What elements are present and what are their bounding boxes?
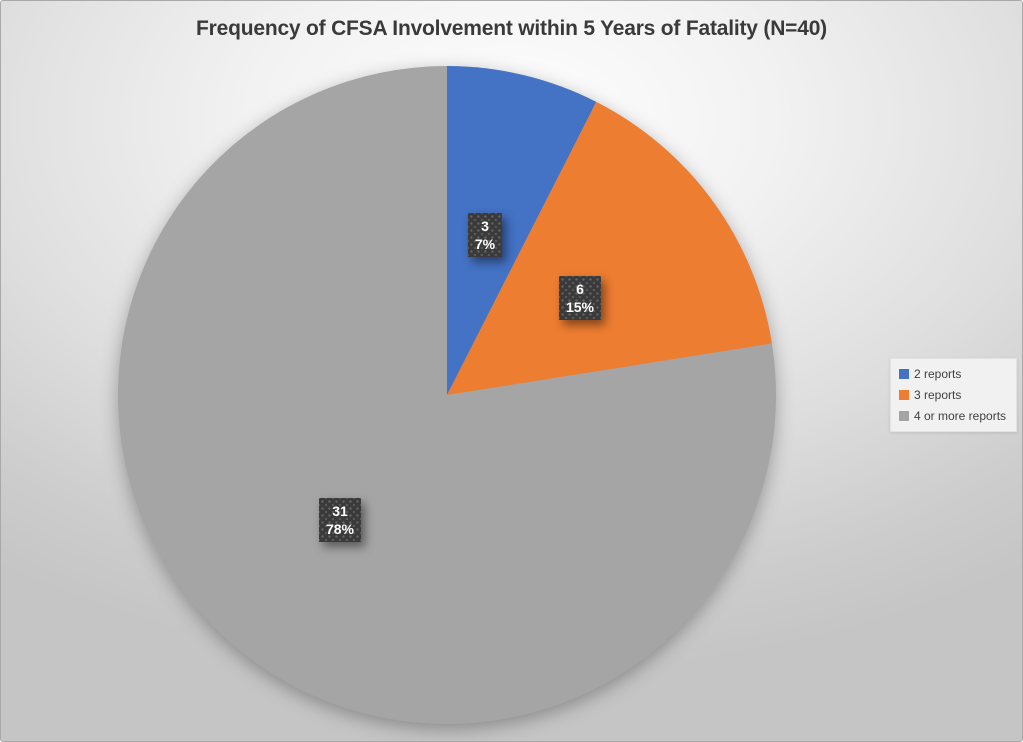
data-label-percent: 7%: [474, 236, 496, 252]
data-label-0: 3 7%: [468, 213, 502, 257]
data-label-percent: 15%: [565, 299, 595, 315]
pie-slice-2-reports[interactable]: [447, 66, 597, 395]
data-label-2: 31 78%: [319, 498, 361, 542]
legend-label: 4 or more reports: [914, 409, 1007, 423]
pie-slice-3-reports[interactable]: [447, 101, 772, 396]
legend-marker-icon: [899, 390, 909, 400]
data-label-value: 6: [576, 281, 584, 297]
legend-label: 2 reports: [914, 367, 962, 381]
legend-marker-icon: [899, 411, 909, 421]
legend-item-3-reports[interactable]: 3 reports: [899, 388, 1014, 402]
legend-label: 3 reports: [914, 388, 962, 402]
pie-slice-4-or-more-reports[interactable]: [118, 66, 777, 724]
data-label-value: 31: [332, 503, 348, 519]
data-label-1: 6 15%: [559, 276, 601, 320]
legend-marker-icon: [899, 369, 909, 379]
legend-item-4-or-more-reports[interactable]: 4 or more reports: [899, 409, 1014, 423]
data-label-percent: 78%: [325, 521, 355, 537]
legend-item-2-reports[interactable]: 2 reports: [899, 367, 1014, 381]
chart-title: Frequency of CFSA Involvement within 5 Y…: [196, 17, 827, 40]
legend: 2 reports 3 reports 4 or more reports: [890, 358, 1017, 432]
data-label-value: 3: [481, 218, 489, 234]
